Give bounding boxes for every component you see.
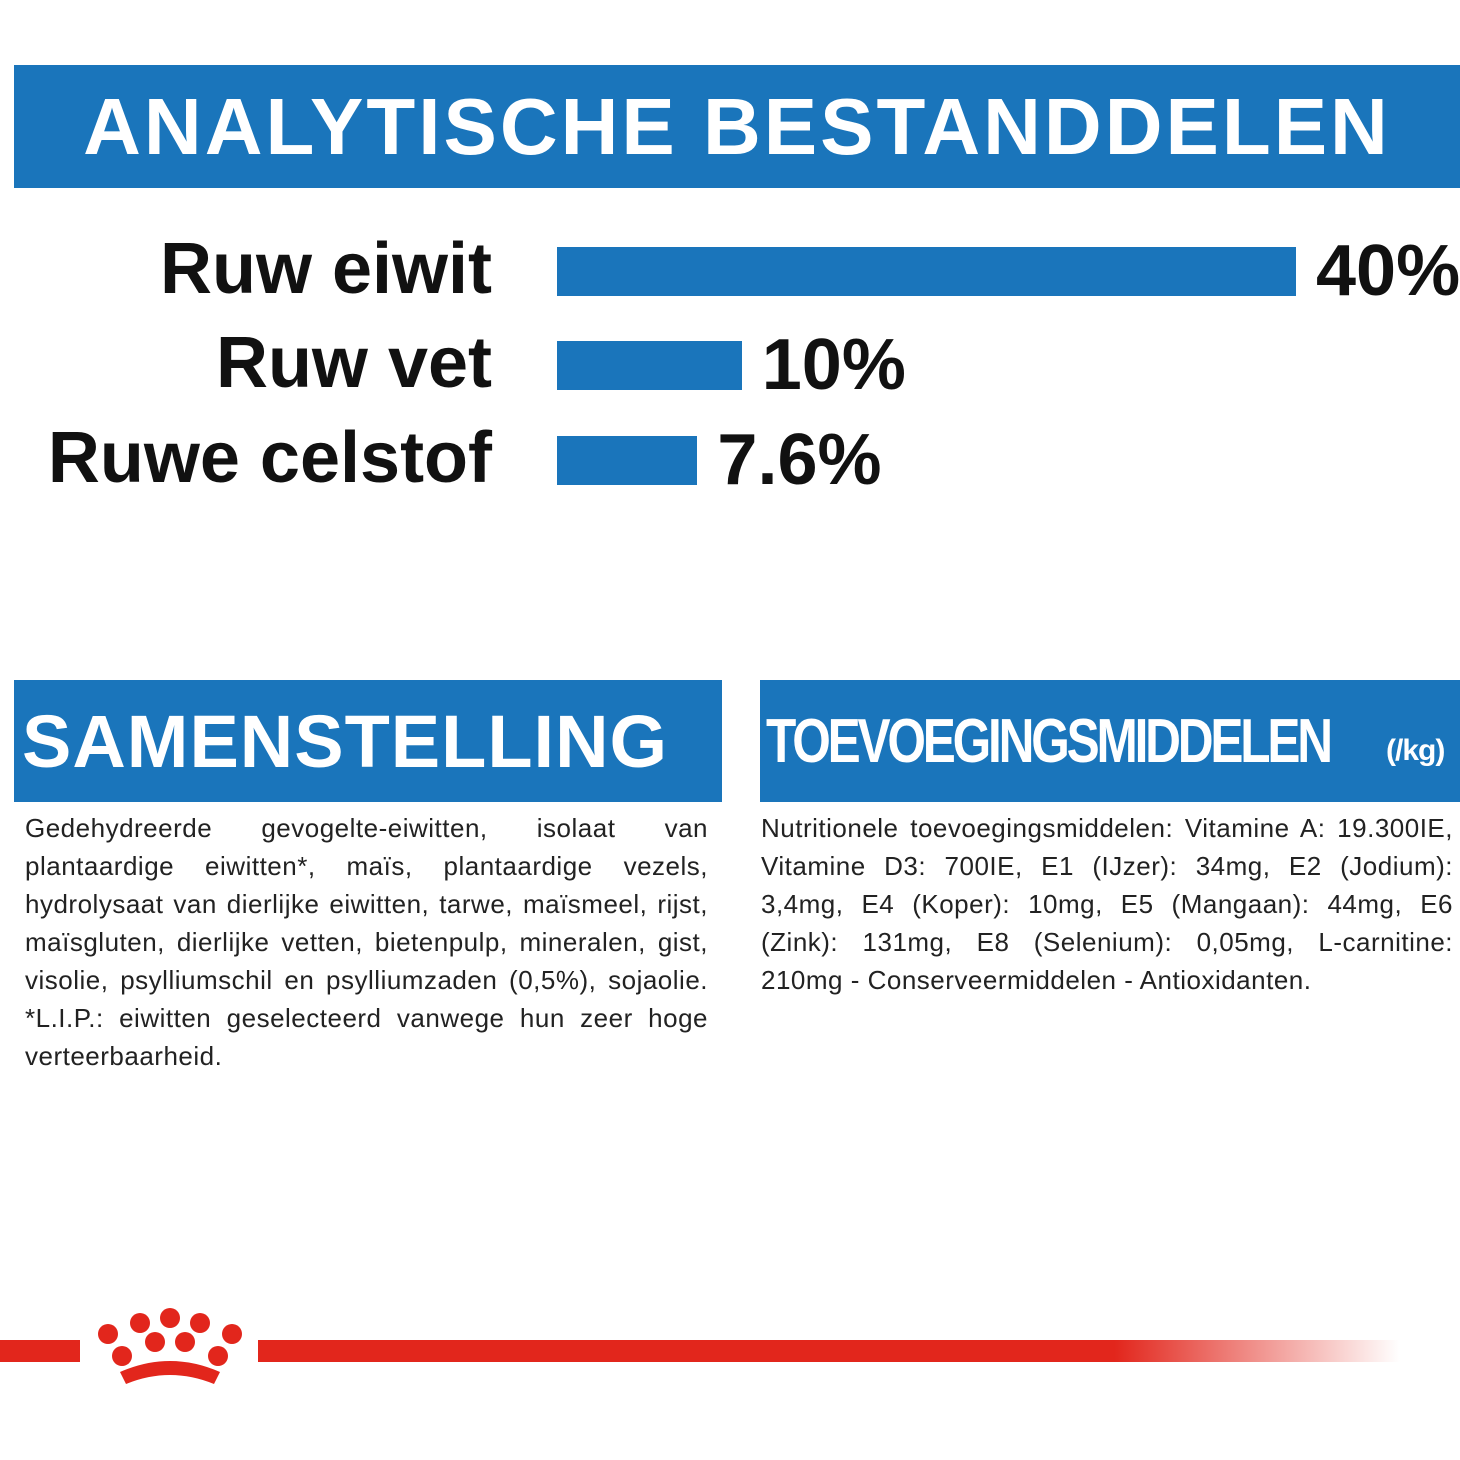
bar xyxy=(557,341,742,390)
category-label: Ruw eiwit xyxy=(159,229,492,309)
additives-text: Nutritionele toevoegingsmiddelen: Vitami… xyxy=(761,813,1453,995)
category-label: Ruw vet xyxy=(215,323,492,403)
brand-footer xyxy=(0,1308,1400,1384)
value-label: 40% xyxy=(1316,231,1460,311)
value-label: 10% xyxy=(761,325,906,405)
brand-line xyxy=(0,1340,80,1362)
crown-logo xyxy=(98,1308,242,1384)
additives-header: TOEVOEGINGSMIDDELEN (/kg) xyxy=(760,680,1460,802)
composition-title: SAMENSTELLING xyxy=(14,680,722,802)
bar xyxy=(557,436,698,485)
composition-text: Gedehydreerde gevogelte-eiwitten, isolaa… xyxy=(25,813,708,1071)
bar xyxy=(557,247,1296,296)
brand-line xyxy=(258,1340,1400,1362)
additives-title: TOEVOEGINGSMIDDELEN xyxy=(766,706,1333,776)
value-label: 7.6% xyxy=(717,420,882,500)
additives-unit: (/kg) xyxy=(1386,734,1445,767)
chart: Ruw eiwit 40% Ruw vet 10% Ruwe celstof 7.6% xyxy=(0,0,1460,600)
category-label: Ruwe celstof xyxy=(47,418,492,498)
chart-title: ANALYTISCHE BESTANDDELEN xyxy=(14,65,1460,188)
